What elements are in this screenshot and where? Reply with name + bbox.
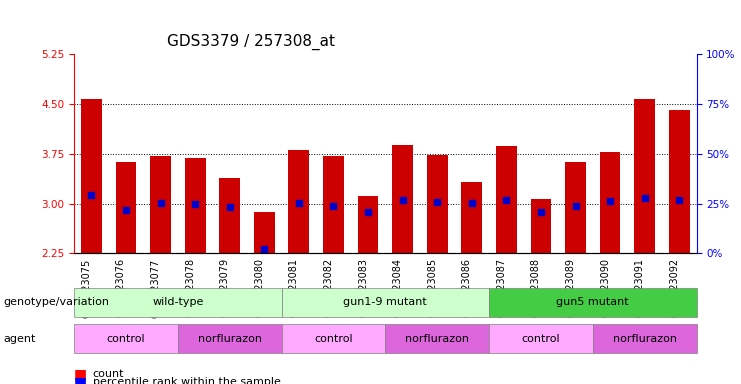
Text: norflurazon: norflurazon — [613, 334, 677, 344]
Text: agent: agent — [4, 334, 36, 344]
Bar — [219, 178, 240, 253]
Text: ■: ■ — [74, 375, 87, 384]
Text: control: control — [107, 334, 145, 344]
Bar — [462, 182, 482, 253]
Text: percentile rank within the sample: percentile rank within the sample — [93, 377, 281, 384]
Text: control: control — [522, 334, 560, 344]
Bar — [288, 150, 309, 253]
Bar — [599, 152, 620, 253]
Text: GDS3379 / 257308_at: GDS3379 / 257308_at — [167, 33, 336, 50]
Text: count: count — [93, 369, 124, 379]
Bar — [392, 145, 413, 253]
Bar — [531, 199, 551, 253]
Text: norflurazon: norflurazon — [405, 334, 469, 344]
Text: norflurazon: norflurazon — [198, 334, 262, 344]
Text: gun1-9 mutant: gun1-9 mutant — [343, 297, 428, 308]
Bar — [565, 162, 586, 253]
Text: ■: ■ — [74, 367, 87, 381]
Bar — [496, 146, 516, 253]
Text: gun5 mutant: gun5 mutant — [556, 297, 629, 308]
Bar — [254, 212, 275, 253]
Bar — [81, 99, 102, 253]
Bar — [634, 99, 655, 253]
Text: genotype/variation: genotype/variation — [4, 297, 110, 308]
Bar — [427, 155, 448, 253]
Bar — [323, 156, 344, 253]
Bar — [358, 195, 379, 253]
Bar — [185, 158, 205, 253]
Bar — [669, 110, 690, 253]
Bar — [150, 156, 171, 253]
Bar — [116, 162, 136, 253]
Text: wild-type: wild-type — [152, 297, 204, 308]
Text: control: control — [314, 334, 353, 344]
